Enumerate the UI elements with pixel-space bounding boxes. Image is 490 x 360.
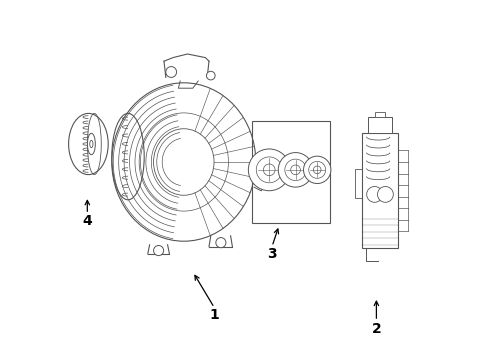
Circle shape: [278, 153, 313, 187]
Circle shape: [206, 71, 215, 80]
Bar: [375, 112, 385, 117]
Ellipse shape: [69, 113, 108, 175]
Text: 1: 1: [210, 308, 220, 322]
Ellipse shape: [112, 113, 144, 200]
Circle shape: [367, 186, 383, 202]
Ellipse shape: [112, 83, 256, 241]
Text: 4: 4: [82, 215, 92, 228]
Circle shape: [216, 238, 226, 248]
Bar: [368, 117, 392, 133]
Circle shape: [303, 156, 331, 184]
Text: 3: 3: [267, 247, 277, 261]
Ellipse shape: [87, 133, 96, 155]
Circle shape: [377, 186, 393, 202]
Bar: [252, 121, 330, 223]
Circle shape: [166, 67, 176, 77]
Text: 2: 2: [371, 323, 381, 336]
Circle shape: [153, 246, 164, 256]
Bar: [362, 133, 398, 248]
Ellipse shape: [90, 140, 93, 148]
Circle shape: [248, 149, 290, 191]
